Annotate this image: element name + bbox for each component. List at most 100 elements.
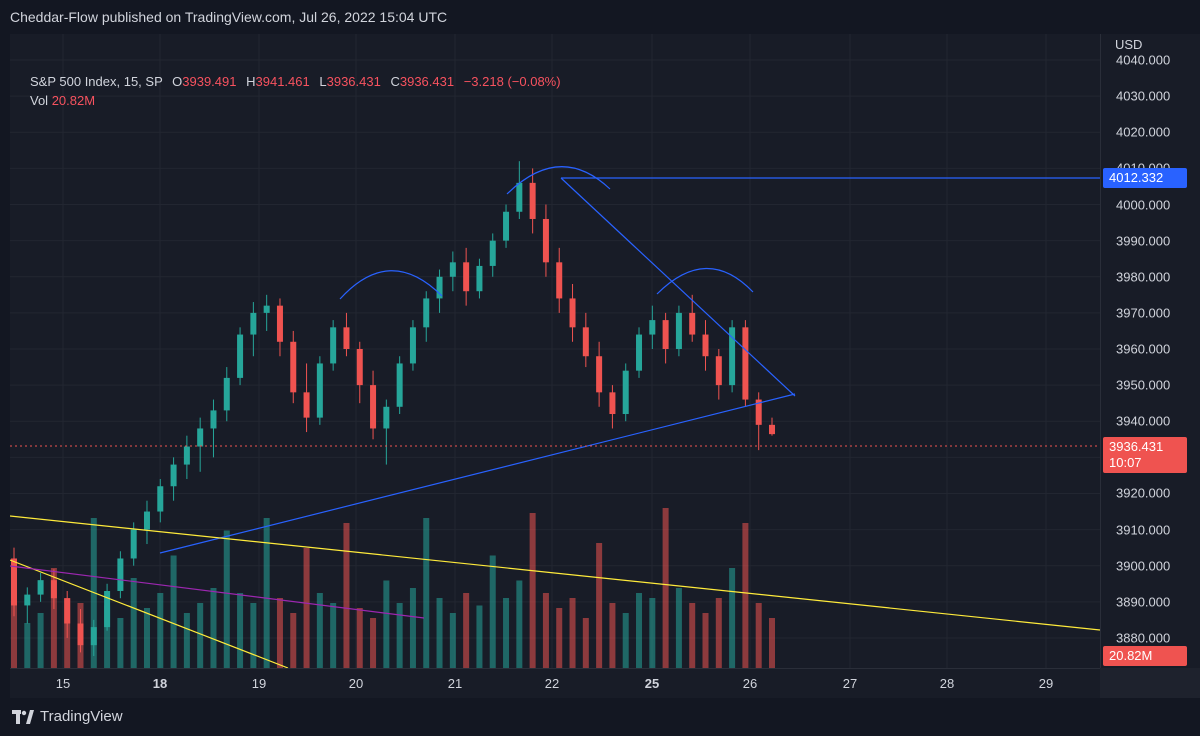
candle[interactable] xyxy=(715,349,722,400)
volume-bar xyxy=(675,588,682,668)
candle[interactable] xyxy=(223,367,230,422)
candle[interactable] xyxy=(675,305,682,357)
candle[interactable] xyxy=(50,569,57,610)
candle[interactable] xyxy=(423,291,430,342)
descending-trendline[interactable] xyxy=(560,177,796,397)
candle[interactable] xyxy=(409,320,416,371)
candle[interactable] xyxy=(596,341,603,407)
volume-row: Vol 20.82M xyxy=(30,91,561,110)
candle[interactable] xyxy=(569,283,576,342)
candlesticks xyxy=(11,161,775,656)
candle[interactable] xyxy=(449,251,456,292)
candle[interactable] xyxy=(503,204,510,248)
volume-bar xyxy=(117,618,124,668)
candle[interactable] xyxy=(343,312,350,357)
volume-bar xyxy=(223,530,230,668)
candle[interactable] xyxy=(290,330,297,404)
candle[interactable] xyxy=(250,302,257,357)
candle[interactable] xyxy=(183,435,190,480)
candle[interactable] xyxy=(649,305,656,349)
candle[interactable] xyxy=(356,341,363,404)
candle[interactable] xyxy=(529,168,536,234)
candle[interactable] xyxy=(170,457,177,501)
candle[interactable] xyxy=(755,392,762,451)
candle[interactable] xyxy=(662,312,669,364)
right-shoulder-arc[interactable] xyxy=(656,267,754,295)
time-axis[interactable]: 15 18 19 20 21 22 25 26 27 28 29 xyxy=(10,668,1100,698)
volume-bar xyxy=(636,593,643,668)
volume-bar xyxy=(210,588,217,668)
price-axis[interactable]: USD 4040.0004030.0004020.0004010.0004000… xyxy=(1100,34,1200,668)
candle[interactable] xyxy=(702,320,709,371)
time-tick: 18 xyxy=(152,676,168,691)
candle[interactable] xyxy=(463,247,470,306)
candle[interactable] xyxy=(622,363,629,422)
candle[interactable] xyxy=(37,572,44,602)
candle[interactable] xyxy=(769,417,775,436)
purple-trendline[interactable] xyxy=(10,565,425,619)
volume-bar xyxy=(476,605,483,668)
candle[interactable] xyxy=(104,583,111,631)
candle[interactable] xyxy=(316,356,323,425)
candle[interactable] xyxy=(64,590,71,638)
candle[interactable] xyxy=(90,619,97,656)
volume-bar xyxy=(729,568,736,668)
symbol-label[interactable]: S&P 500 Index, 15, SP xyxy=(30,74,163,89)
candle[interactable] xyxy=(77,609,84,653)
candle[interactable] xyxy=(742,320,749,407)
candle[interactable] xyxy=(24,587,31,624)
volume-bar xyxy=(582,618,589,668)
left-shoulder-arc[interactable] xyxy=(339,270,443,300)
grid-lines xyxy=(10,34,1100,668)
candle[interactable] xyxy=(117,551,124,599)
candle[interactable] xyxy=(383,399,390,465)
currency-label[interactable]: USD xyxy=(1115,37,1143,52)
price-tick: 3900.000 xyxy=(1116,558,1171,574)
candle[interactable] xyxy=(210,399,217,458)
candle[interactable] xyxy=(263,294,270,331)
candle[interactable] xyxy=(396,356,403,415)
candle[interactable] xyxy=(143,500,150,545)
candle[interactable] xyxy=(11,547,17,617)
volume-bar xyxy=(237,593,244,668)
candle[interactable] xyxy=(157,479,164,523)
open-value: 3939.491 xyxy=(182,74,237,89)
vol-label[interactable]: Vol xyxy=(30,93,49,108)
candle[interactable] xyxy=(582,312,589,368)
candle[interactable] xyxy=(636,327,643,378)
candle[interactable] xyxy=(197,417,204,472)
head-arc[interactable] xyxy=(506,166,611,195)
candle[interactable] xyxy=(689,294,696,342)
volume-bar xyxy=(542,593,549,668)
volume-bar xyxy=(715,598,722,668)
candle[interactable] xyxy=(729,320,736,393)
candle[interactable] xyxy=(542,204,549,277)
volume-bar xyxy=(303,548,310,668)
candle[interactable] xyxy=(556,247,563,313)
candle[interactable] xyxy=(330,320,337,371)
candle[interactable] xyxy=(370,370,377,440)
candle[interactable] xyxy=(276,298,283,357)
candle[interactable] xyxy=(303,363,310,433)
volume-bar xyxy=(24,623,31,668)
volume-bar xyxy=(356,608,363,668)
candle[interactable] xyxy=(489,233,496,277)
candle[interactable] xyxy=(237,327,244,386)
low-label: L xyxy=(319,74,327,89)
volume-bar xyxy=(449,613,456,668)
neckline-trendline[interactable] xyxy=(159,393,796,554)
candle[interactable] xyxy=(476,258,483,299)
long-yellow-trendline[interactable] xyxy=(10,515,1100,631)
high-label: H xyxy=(246,74,256,89)
candle[interactable] xyxy=(609,385,616,429)
volume-bar xyxy=(170,555,177,668)
volume-bar xyxy=(290,613,297,668)
tradingview-brand[interactable]: TradingView xyxy=(12,708,123,725)
candle[interactable] xyxy=(516,161,523,219)
chart-canvas[interactable] xyxy=(10,34,1100,668)
price-tick: 3920.000 xyxy=(1116,485,1171,501)
candle[interactable] xyxy=(130,522,137,566)
short-yellow-trendline[interactable] xyxy=(10,559,289,668)
candle[interactable] xyxy=(436,269,443,313)
chart-pane[interactable]: S&P 500 Index, 15, SP O3939.491 H3941.46… xyxy=(10,34,1100,668)
